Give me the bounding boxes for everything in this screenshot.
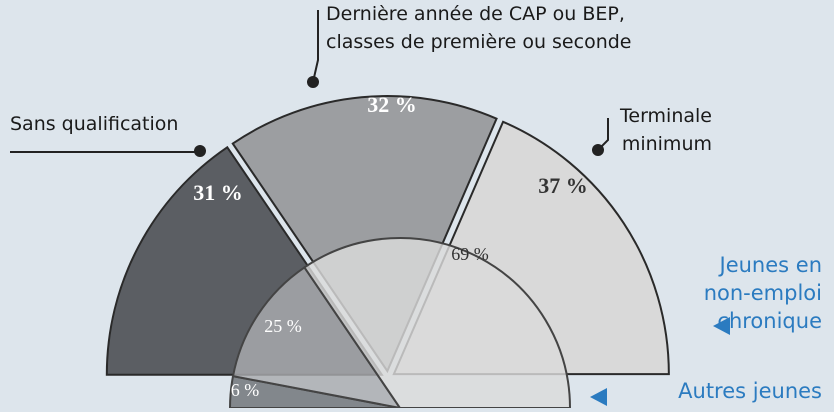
- category-label: Dernière année de CAP ou BEP,: [326, 3, 625, 25]
- series-label: chronique: [717, 309, 822, 333]
- leader-dots: [194, 76, 604, 157]
- value-label: 32 %: [367, 92, 417, 117]
- value-label: 37 %: [538, 173, 588, 198]
- category-label: minimum: [622, 133, 712, 155]
- dot: [592, 144, 604, 156]
- dot: [194, 145, 206, 157]
- category-label: classes de première ou seconde: [326, 31, 631, 53]
- inner-pie: [228, 237, 572, 408]
- pie-slice: [303, 237, 572, 408]
- value-label: 31 %: [193, 180, 243, 205]
- series-marker: [713, 317, 730, 335]
- series-label: Jeunes en: [718, 253, 823, 277]
- labels: 31 % 32 % 37 % Sans qualification Dernière a…: [10, 3, 822, 403]
- category-label: Sans qualification: [10, 113, 178, 135]
- pie-slice: [231, 95, 498, 374]
- value-label: 25 %: [264, 316, 302, 336]
- series-label: non-emploi: [704, 281, 822, 305]
- leader: [312, 10, 319, 83]
- dot: [307, 76, 319, 88]
- category-label: Terminale: [619, 105, 712, 127]
- pie-slice: [231, 266, 402, 408]
- series-marker: [590, 388, 607, 406]
- value-label: 6 %: [231, 380, 260, 400]
- value-label: 69 %: [451, 244, 489, 264]
- series-label: Autres jeunes: [678, 379, 822, 403]
